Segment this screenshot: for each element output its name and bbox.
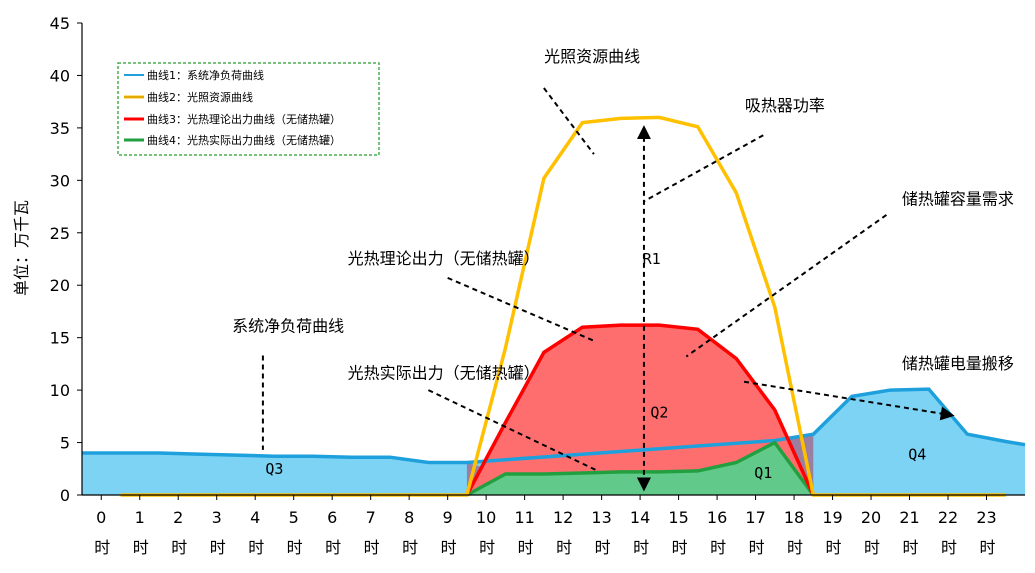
- x-tick-label: 16: [707, 508, 727, 527]
- legend: 曲线1：系统净负荷曲线 曲线2：光照资源曲线 曲线3：光热理论出力曲线（无储热罐…: [117, 62, 380, 156]
- x-tick-unit-label: 时: [787, 538, 803, 557]
- legend-item-4: 曲线4：光热实际出力曲线（无储热罐）: [124, 133, 341, 147]
- x-tick-label: 20: [861, 508, 881, 527]
- legend-box: [117, 62, 380, 156]
- x-tick-unit-label: 时: [94, 538, 110, 557]
- x-tick-label: 5: [289, 508, 299, 527]
- x-tick-unit-label: 时: [287, 538, 303, 557]
- x-tick-unit-label: 时: [441, 538, 457, 557]
- region-label-q2: Q2: [650, 403, 668, 421]
- x-tick-label: 17: [745, 508, 765, 527]
- y-tick-label: 5: [60, 434, 70, 453]
- x-tick-label: 0: [96, 508, 106, 527]
- area-fills: [82, 325, 1025, 495]
- x-tick-unit-label: 时: [364, 538, 380, 557]
- x-tick-label: 18: [784, 508, 804, 527]
- region-label-r1: R1: [643, 250, 661, 268]
- y-tick-label: 35: [50, 119, 70, 138]
- annotation-label: 光热理论出力（无储热罐）: [348, 249, 540, 268]
- series-line-solar: [120, 115, 1006, 497]
- x-tick-unit-label: 时: [749, 538, 765, 557]
- annotation-leader-line: [543, 87, 595, 155]
- annotation-leader-line: [643, 134, 764, 203]
- y-axis-label: 单位：万千瓦: [12, 200, 31, 296]
- annotation-label: 吸热器功率: [745, 96, 825, 115]
- axes: 0 5 10 15 20 25 30 35 40 45 0 时 1 时 2 时 3 时 4 时 5 时 6 时 7 时 8 时 9 时 10…: [50, 14, 1025, 557]
- x-tick-label: 7: [366, 508, 376, 527]
- legend-item-2: 曲线2：光照资源曲线: [124, 90, 253, 104]
- x-tick-unit-label: 时: [595, 538, 611, 557]
- x-tick-unit-label: 时: [980, 538, 996, 557]
- x-tick-label: 13: [591, 508, 611, 527]
- annotation-label: 系统净负荷曲线: [232, 316, 344, 335]
- y-tick-label: 15: [50, 329, 70, 348]
- x-tick-label: 14: [630, 508, 650, 527]
- x-tick-label: 2: [173, 508, 183, 527]
- x-tick-label: 15: [668, 508, 688, 527]
- y-tick-label: 25: [50, 224, 70, 243]
- x-tick-label: 11: [514, 508, 534, 527]
- region-label-q1: Q1: [754, 464, 772, 482]
- annotation-label: 储热罐容量需求: [902, 189, 1014, 208]
- legend-label-1: 曲线1：系统净负荷曲线: [147, 68, 264, 82]
- x-tick-unit-label: 时: [248, 538, 264, 557]
- annotation-label: 储热罐电量搬移: [902, 354, 1014, 373]
- x-tick-label: 21: [899, 508, 919, 527]
- legend-label-3: 曲线3：光热理论出力曲线（无储热罐）: [147, 112, 341, 126]
- x-tick-label: 3: [212, 508, 222, 527]
- x-tick-unit-label: 时: [864, 538, 880, 557]
- x-tick-unit-label: 时: [903, 538, 919, 557]
- x-tick-unit-label: 时: [325, 538, 341, 557]
- region-label-q3: Q3: [265, 460, 283, 478]
- energy-shift-arrow: [743, 380, 955, 421]
- x-tick-label: 8: [404, 508, 414, 527]
- legend-label-2: 曲线2：光照资源曲线: [147, 90, 253, 104]
- annotation-leader-line: [685, 214, 888, 358]
- x-tick-label: 1: [135, 508, 145, 527]
- x-tick-unit-label: 时: [479, 538, 495, 557]
- series-line-net-load: [82, 387, 1026, 465]
- legend-label-4: 曲线4：光热实际出力曲线（无储热罐）: [147, 133, 341, 147]
- x-tick-unit-label: 时: [402, 538, 418, 557]
- y-tick-label: 10: [50, 381, 70, 400]
- annotation-label: 光热实际出力（无储热罐）: [348, 364, 540, 383]
- region-labels: Q3 Q2 Q1 Q4 R1: [265, 250, 926, 482]
- legend-item-1: 曲线1：系统净负荷曲线: [124, 68, 264, 82]
- region-label-q4: Q4: [908, 445, 926, 463]
- x-tick-label: 10: [476, 508, 496, 527]
- x-tick-unit-label: 时: [633, 538, 649, 557]
- x-tick-label: 6: [327, 508, 337, 527]
- y-tick-label: 30: [50, 171, 70, 190]
- annotation-leader-line: [427, 389, 599, 472]
- x-tick-label: 19: [822, 508, 842, 527]
- x-tick-unit-label: 时: [556, 538, 572, 557]
- y-tick-label: 0: [60, 486, 70, 505]
- x-tick-label: 23: [976, 508, 996, 527]
- x-tick-label: 12: [553, 508, 573, 527]
- annotation-label: 光照资源曲线: [544, 47, 640, 66]
- x-tick-label: 4: [250, 508, 260, 527]
- x-tick-unit-label: 时: [941, 538, 957, 557]
- x-tick-unit-label: 时: [672, 538, 688, 557]
- area-fill-actual: [466, 442, 814, 495]
- x-tick-unit-label: 时: [518, 538, 534, 557]
- legend-item-3: 曲线3：光热理论出力曲线（无储热罐）: [124, 112, 341, 126]
- y-tick-label: 20: [50, 276, 70, 295]
- x-tick-unit-label: 时: [826, 538, 842, 557]
- x-tick-unit-label: 时: [133, 538, 149, 557]
- y-tick-label: 45: [50, 14, 70, 33]
- y-tick-label: 40: [50, 66, 70, 85]
- x-tick-unit-label: 时: [171, 538, 187, 557]
- x-tick-unit-label: 时: [210, 538, 226, 557]
- x-tick-label: 22: [938, 508, 958, 527]
- x-tick-label: 9: [443, 508, 453, 527]
- series-lines: [82, 115, 1026, 497]
- x-tick-unit-label: 时: [710, 538, 726, 557]
